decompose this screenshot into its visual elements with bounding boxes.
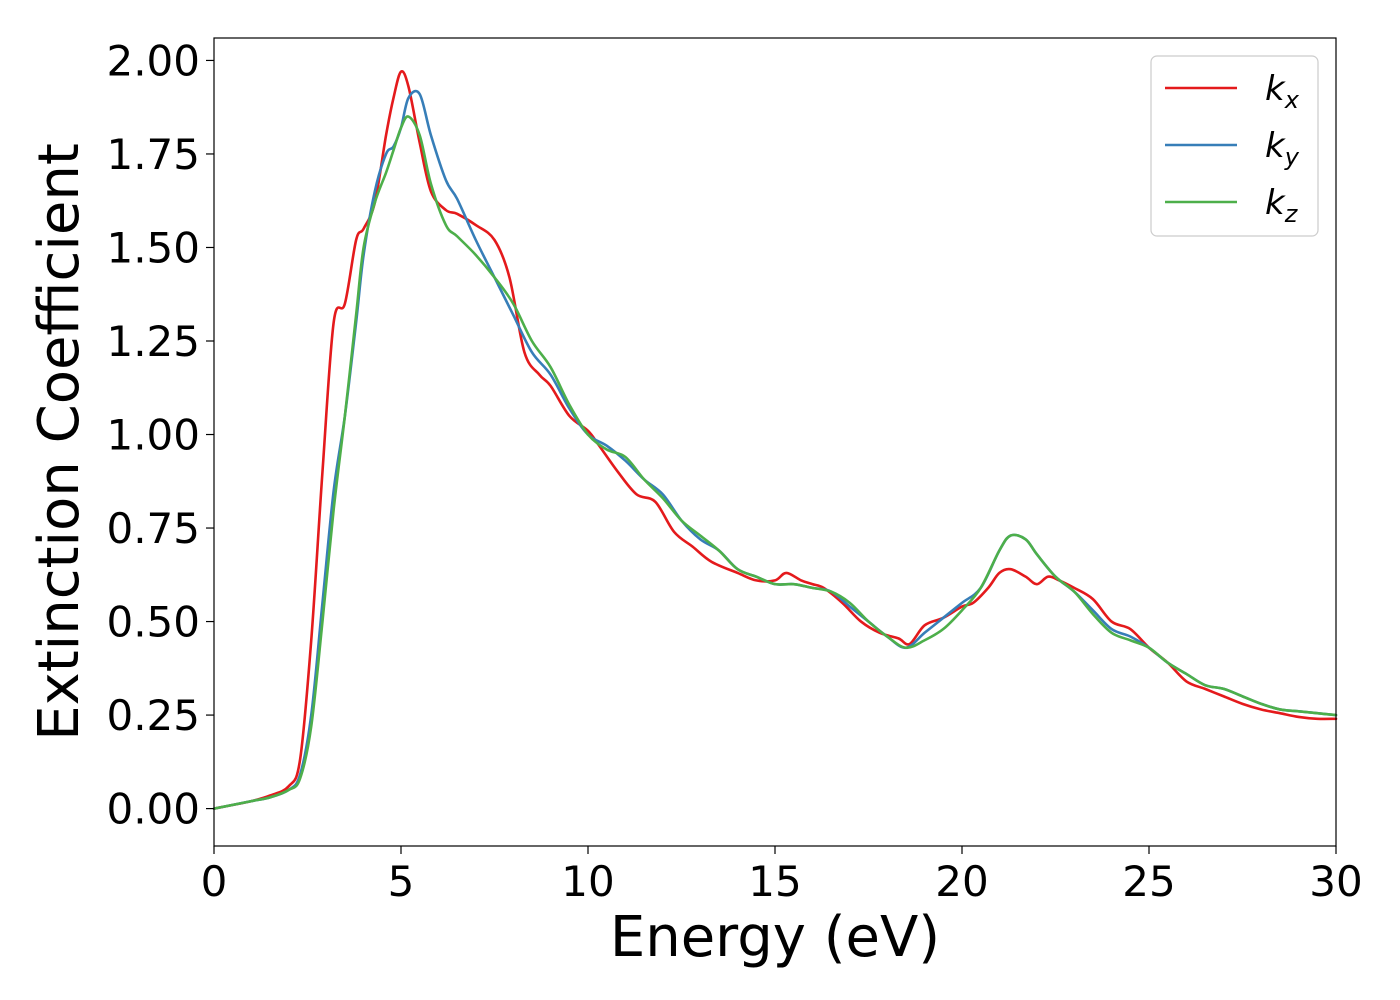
x-tick-label: 25 <box>1122 857 1175 906</box>
y-tick-label: 1.75 <box>106 130 200 179</box>
x-tick-label: 20 <box>935 857 988 906</box>
y-tick-label: 1.25 <box>106 317 200 366</box>
x-tick-label: 10 <box>561 857 614 906</box>
legend-label-ky: ky <box>1265 126 1300 171</box>
legend: kx ky kz <box>1150 55 1319 237</box>
y-tick-label: 0.25 <box>106 691 200 740</box>
x-tick-label: 30 <box>1309 857 1362 906</box>
x-tick-label: 5 <box>388 857 415 906</box>
series-layer <box>212 69 1338 810</box>
x-axis: 0 5 10 15 20 25 30 <box>201 846 1363 906</box>
y-tick-label: 0.75 <box>106 504 200 553</box>
y-tick-label: 2.00 <box>106 36 200 85</box>
x-tick-label: 15 <box>748 857 801 906</box>
y-tick-label: 0.00 <box>106 785 200 834</box>
y-axis: 0.00 0.25 0.50 0.75 1.00 1.25 1.50 1.75 2.00 <box>106 36 214 834</box>
legend-label-kx: kx <box>1265 69 1300 114</box>
y-tick-label: 0.50 <box>106 598 200 647</box>
y-axis-label: Extinction Coefficient <box>27 143 92 741</box>
x-axis-label: Energy (eV) <box>610 905 940 970</box>
y-tick-label: 1.00 <box>106 411 200 460</box>
x-tick-label: 0 <box>201 857 228 906</box>
y-tick-label: 1.50 <box>106 223 200 272</box>
series-line-kz <box>212 115 1338 810</box>
legend-label-kz: kz <box>1265 183 1299 228</box>
